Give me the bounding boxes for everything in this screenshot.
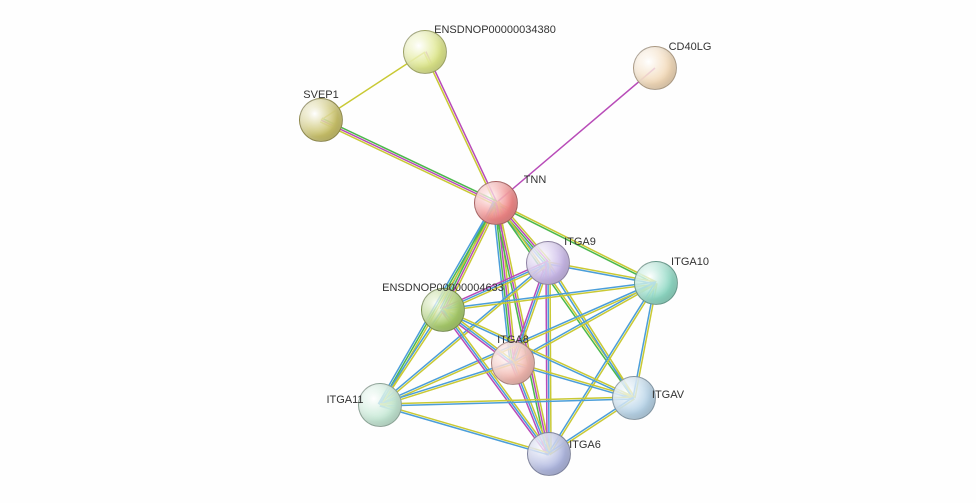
node-itga9[interactable] (526, 241, 570, 285)
edge-line (380, 406, 549, 455)
edge-line (426, 52, 497, 203)
node-cd40lg[interactable] (633, 46, 677, 90)
network-graph: ENSDNOP00000034380CD40LGSVEP1TNNITGA9ITG… (0, 0, 976, 503)
edge-line (548, 263, 549, 454)
node-itga6[interactable] (527, 432, 571, 476)
edge-line (380, 404, 549, 453)
node-itga8[interactable] (491, 341, 535, 385)
node-itgav[interactable] (612, 376, 656, 420)
node-ensdnop00000004633[interactable] (421, 288, 465, 332)
edge-line (322, 118, 497, 201)
node-svep1[interactable] (299, 98, 343, 142)
edges-layer (0, 0, 976, 503)
edge-line (494, 203, 547, 454)
node-tnn[interactable] (474, 181, 518, 225)
edge-line (424, 52, 495, 203)
edge-line (496, 202, 656, 282)
edge-line (496, 68, 655, 203)
node-itga10[interactable] (634, 261, 678, 305)
node-ensdnop00000034380[interactable] (403, 30, 447, 74)
edge-line (321, 120, 496, 203)
node-itga11[interactable] (358, 383, 402, 427)
edge-line (496, 204, 656, 284)
edge-line (320, 122, 495, 205)
